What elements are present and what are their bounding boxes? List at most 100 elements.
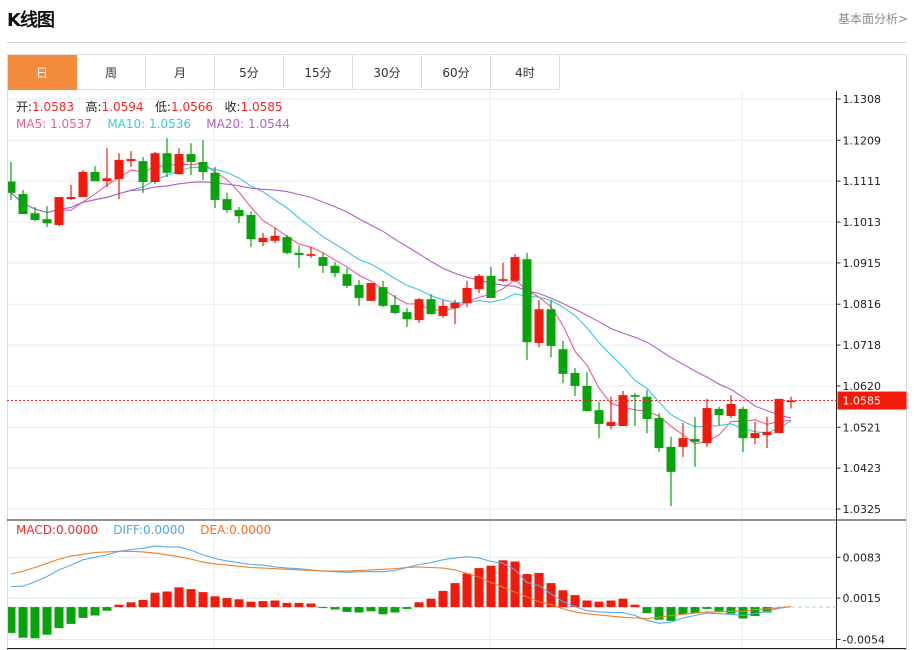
candle-up — [102, 148, 112, 188]
candle-down — [666, 436, 676, 507]
candle-body — [8, 181, 16, 193]
candle-down — [18, 189, 28, 215]
tab-month[interactable]: 月 — [146, 55, 215, 90]
candle-body — [342, 274, 352, 286]
header-divider — [7, 42, 907, 43]
candle-down — [486, 267, 496, 298]
macd-bar — [114, 604, 124, 608]
dea-value: 0.0000 — [229, 523, 272, 537]
candle-body — [330, 265, 340, 273]
macd-bar — [354, 607, 364, 613]
candle-body — [522, 259, 532, 343]
candle-up — [450, 300, 460, 325]
macd-bar — [258, 601, 268, 608]
macd-bar — [498, 560, 508, 608]
candle-up — [774, 398, 784, 434]
macd-value: 0.0000 — [56, 523, 99, 537]
dea-label: DEA: — [200, 523, 230, 537]
candle-body — [606, 421, 616, 426]
macd-bar — [618, 598, 628, 608]
candle-body — [114, 159, 124, 180]
ma20-value: 1.0544 — [248, 117, 290, 131]
candle-up — [474, 274, 484, 293]
macd-bar — [666, 607, 676, 621]
price-tick-label: 1.0915 — [843, 257, 882, 270]
ma5-label: MA5: — [16, 117, 51, 131]
macd-bar — [18, 607, 28, 638]
candle-body — [678, 438, 688, 447]
candle-body — [582, 385, 592, 411]
candle-up — [150, 151, 160, 185]
price-tick-label: 1.1111 — [843, 175, 882, 188]
candle-up — [258, 232, 268, 247]
candle-body — [462, 287, 472, 303]
candle-down — [654, 413, 664, 452]
tab-30min[interactable]: 30分 — [353, 55, 422, 90]
macd-bar — [246, 601, 256, 608]
candle-body — [90, 171, 100, 182]
candle-body — [258, 237, 268, 243]
tab-week[interactable]: 周 — [77, 55, 146, 90]
tab-day[interactable]: 日 — [8, 55, 77, 90]
macd-bar — [486, 565, 496, 608]
macd-bar — [90, 607, 100, 616]
candle-up — [762, 416, 772, 449]
price-tick-label: 1.0521 — [843, 421, 882, 434]
candle-down — [582, 372, 592, 412]
macd-bar — [8, 607, 16, 633]
tab-15min[interactable]: 15分 — [284, 55, 353, 90]
high-label: 高: — [85, 100, 102, 114]
tab-4hour[interactable]: 4时 — [491, 55, 560, 90]
macd-bar — [234, 599, 244, 608]
tab-5min[interactable]: 5分 — [215, 55, 284, 90]
macd-bar — [222, 598, 232, 608]
macd-bar — [174, 587, 184, 608]
candle-body — [642, 396, 652, 419]
fundamental-analysis-link[interactable]: 基本面分析> — [837, 12, 908, 26]
macd-bar — [294, 602, 304, 608]
macd-bar — [378, 607, 388, 615]
candle-down — [522, 252, 532, 361]
macd-label: MACD: — [16, 523, 57, 537]
candle-body — [282, 237, 292, 253]
candle-body — [402, 312, 412, 320]
ma20-line — [10, 181, 792, 419]
low-label: 低: — [155, 100, 172, 114]
candle-body — [510, 257, 520, 281]
macd-bar — [402, 607, 412, 609]
candle-up — [438, 300, 448, 318]
candle-body — [270, 235, 280, 241]
low-value: 1.0566 — [171, 100, 214, 114]
candle-body — [294, 252, 304, 255]
candle-up — [126, 151, 136, 167]
macd-legend: MACD:0.0000 DIFF:0.0000 DEA:0.0000 — [16, 523, 271, 537]
tab-60min[interactable]: 60分 — [422, 55, 491, 90]
candle-down — [198, 139, 208, 180]
macd-bar — [282, 602, 292, 608]
candle-body — [174, 154, 184, 175]
candle-up — [678, 423, 688, 457]
macd-bar — [198, 592, 208, 608]
candle-body — [162, 153, 172, 173]
candle-down — [642, 390, 652, 434]
candle-body — [354, 285, 364, 298]
candle-body — [498, 279, 508, 281]
candle-body — [306, 254, 316, 256]
candle-body — [414, 299, 424, 321]
candle-body — [234, 209, 244, 217]
current-price-badge — [837, 391, 907, 410]
macd-bar — [726, 607, 736, 614]
candle-body — [474, 275, 484, 290]
candle-down — [210, 166, 220, 208]
macd-bar — [390, 607, 400, 613]
macd-bar — [714, 607, 724, 612]
macd-tick-label: 0.0015 — [843, 592, 882, 605]
candle-body — [426, 299, 436, 315]
candle-down — [738, 406, 748, 452]
candle-down — [402, 307, 412, 328]
candle-body — [210, 172, 220, 200]
candle-down — [42, 206, 52, 228]
macd-bar — [642, 607, 652, 614]
macd-tick-label: -0.0054 — [843, 634, 885, 647]
